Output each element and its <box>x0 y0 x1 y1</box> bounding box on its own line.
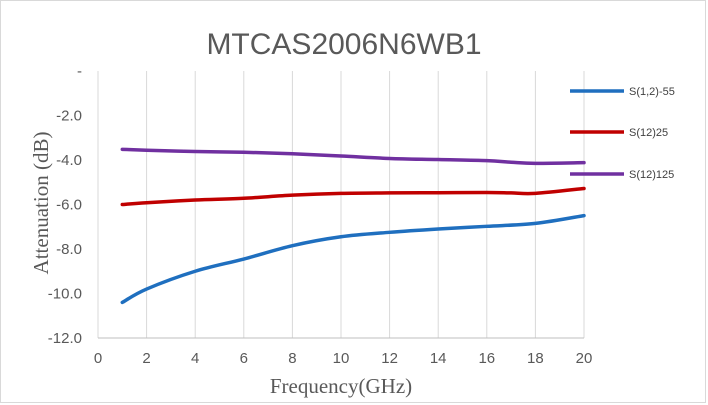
legend-label-2: S(12)25 <box>629 127 668 139</box>
y-tick-label: - <box>77 63 82 80</box>
series-line-3 <box>120 147 586 166</box>
x-tick-label: 2 <box>142 350 150 367</box>
x-tick-label: 4 <box>191 350 199 367</box>
chart-title: MTCAS2006N6WB1 <box>206 28 481 61</box>
x-tick-label: 14 <box>430 350 447 367</box>
x-tick-label: 12 <box>381 350 398 367</box>
series-line-1 <box>120 213 586 305</box>
x-tick-label: 20 <box>576 350 593 367</box>
y-tick-label: -8.0 <box>56 241 82 258</box>
y-tick-label: -2.0 <box>56 108 82 125</box>
x-tick-label: 8 <box>288 350 296 367</box>
y-tick-label: -6.0 <box>56 197 82 214</box>
x-tick-label: 0 <box>94 350 102 367</box>
series-line-2 <box>120 186 586 207</box>
x-tick-label: 18 <box>527 350 544 367</box>
y-tick-label: -10.0 <box>48 286 82 303</box>
legend-label-3: S(12)125 <box>629 169 674 181</box>
axis-layer: 0 2 4 6 8 10 12 14 16 18 20 - -2.0 -4.0 -6.0 -8.0 -10.0 -… <box>48 63 593 367</box>
series-layer <box>120 147 586 305</box>
x-tick-label: 10 <box>333 350 350 367</box>
legend: S(1,2)-55 S(12)25 S(12)125 <box>570 86 675 181</box>
y-axis-label: Attenuation (dB) <box>29 132 53 275</box>
x-tick-label: 16 <box>478 350 495 367</box>
y-tick-label: -12.0 <box>48 330 82 347</box>
x-axis-label: Frequency(GHz) <box>270 374 412 398</box>
y-tick-label: -4.0 <box>56 152 82 169</box>
legend-label-1: S(1,2)-55 <box>629 86 675 98</box>
x-tick-label: 6 <box>240 350 248 367</box>
grid-layer <box>97 71 585 338</box>
